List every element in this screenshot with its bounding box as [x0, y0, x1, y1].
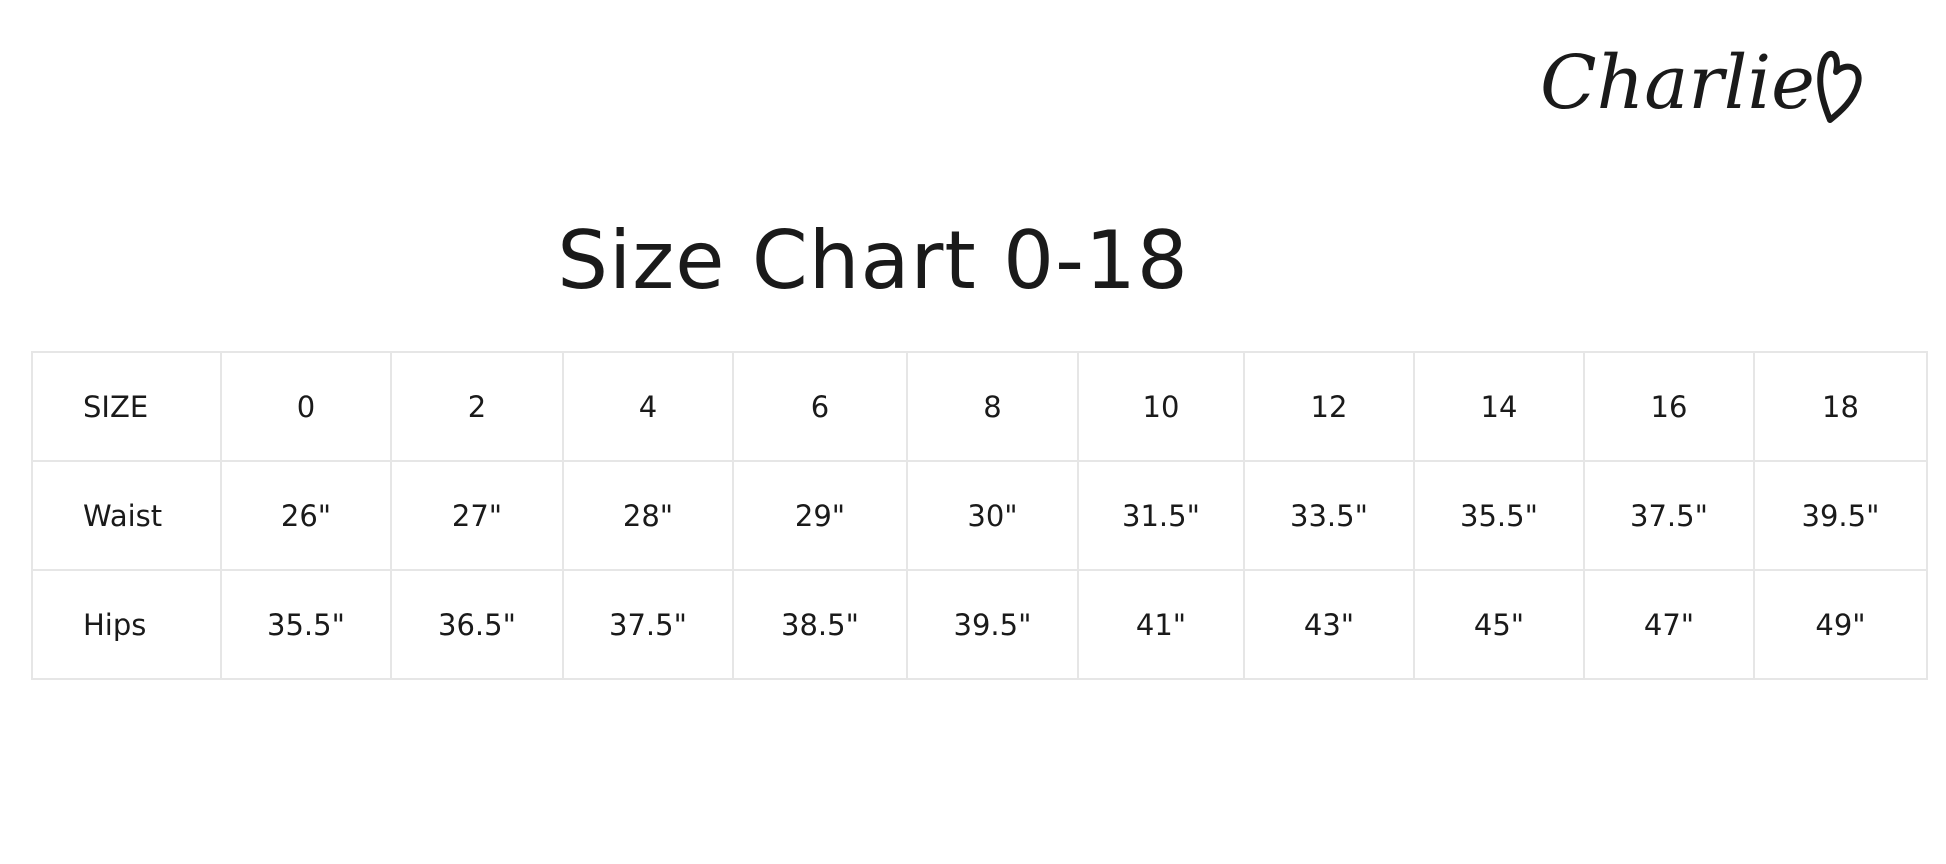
table-cell: 39.5" — [1753, 460, 1928, 571]
table-cell: 31.5" — [1077, 460, 1245, 571]
table-cell: 18 — [1753, 351, 1928, 462]
table-cell: 41" — [1077, 569, 1245, 680]
table-cell: 27" — [390, 460, 564, 571]
heart-icon — [1817, 50, 1862, 123]
table-cell: 4 — [562, 351, 734, 462]
table-row-size: SIZE 0 2 4 6 8 10 12 14 16 18 — [31, 351, 1928, 462]
table-cell: 36.5" — [390, 569, 564, 680]
table-cell: 12 — [1243, 351, 1415, 462]
table-cell: 37.5" — [562, 569, 734, 680]
table-cell: 37.5" — [1583, 460, 1755, 571]
table-cell: 29" — [732, 460, 908, 571]
table-cell: 35.5" — [220, 569, 392, 680]
table-cell: 39.5" — [906, 569, 1079, 680]
table-cell: 0 — [220, 351, 392, 462]
table-cell: 33.5" — [1243, 460, 1415, 571]
table-row-hips: Hips 35.5" 36.5" 37.5" 38.5" 39.5" 41" 43" 45" 47… — [31, 569, 1928, 680]
table-cell: 6 — [732, 351, 908, 462]
row-label: SIZE — [31, 351, 222, 462]
table-cell: 10 — [1077, 351, 1245, 462]
table-cell: 26" — [220, 460, 392, 571]
table-cell: 47" — [1583, 569, 1755, 680]
table-cell: 8 — [906, 351, 1079, 462]
table-cell: 38.5" — [732, 569, 908, 680]
table-cell: 30" — [906, 460, 1079, 571]
table-cell: 35.5" — [1413, 460, 1585, 571]
page-title: Size Chart 0-18 — [557, 214, 1189, 307]
table-row-waist: Waist 26" 27" 28" 29" 30" 31.5" 33.5" 35.5" 37.5"… — [31, 460, 1928, 571]
table-cell: 14 — [1413, 351, 1585, 462]
row-label: Waist — [31, 460, 222, 571]
table-cell: 45" — [1413, 569, 1585, 680]
table-cell: 43" — [1243, 569, 1415, 680]
table-cell: 2 — [390, 351, 564, 462]
table-cell: 28" — [562, 460, 734, 571]
charlie-logo: Charlie — [1540, 40, 1862, 126]
row-label: Hips — [31, 569, 222, 680]
svg-text:Charlie: Charlie — [1540, 40, 1815, 126]
table-cell: 49" — [1753, 569, 1928, 680]
size-chart-table: SIZE 0 2 4 6 8 10 12 14 16 18 Waist 26" 27" 28" 29" 30" 3… — [31, 351, 1928, 680]
table-cell: 16 — [1583, 351, 1755, 462]
